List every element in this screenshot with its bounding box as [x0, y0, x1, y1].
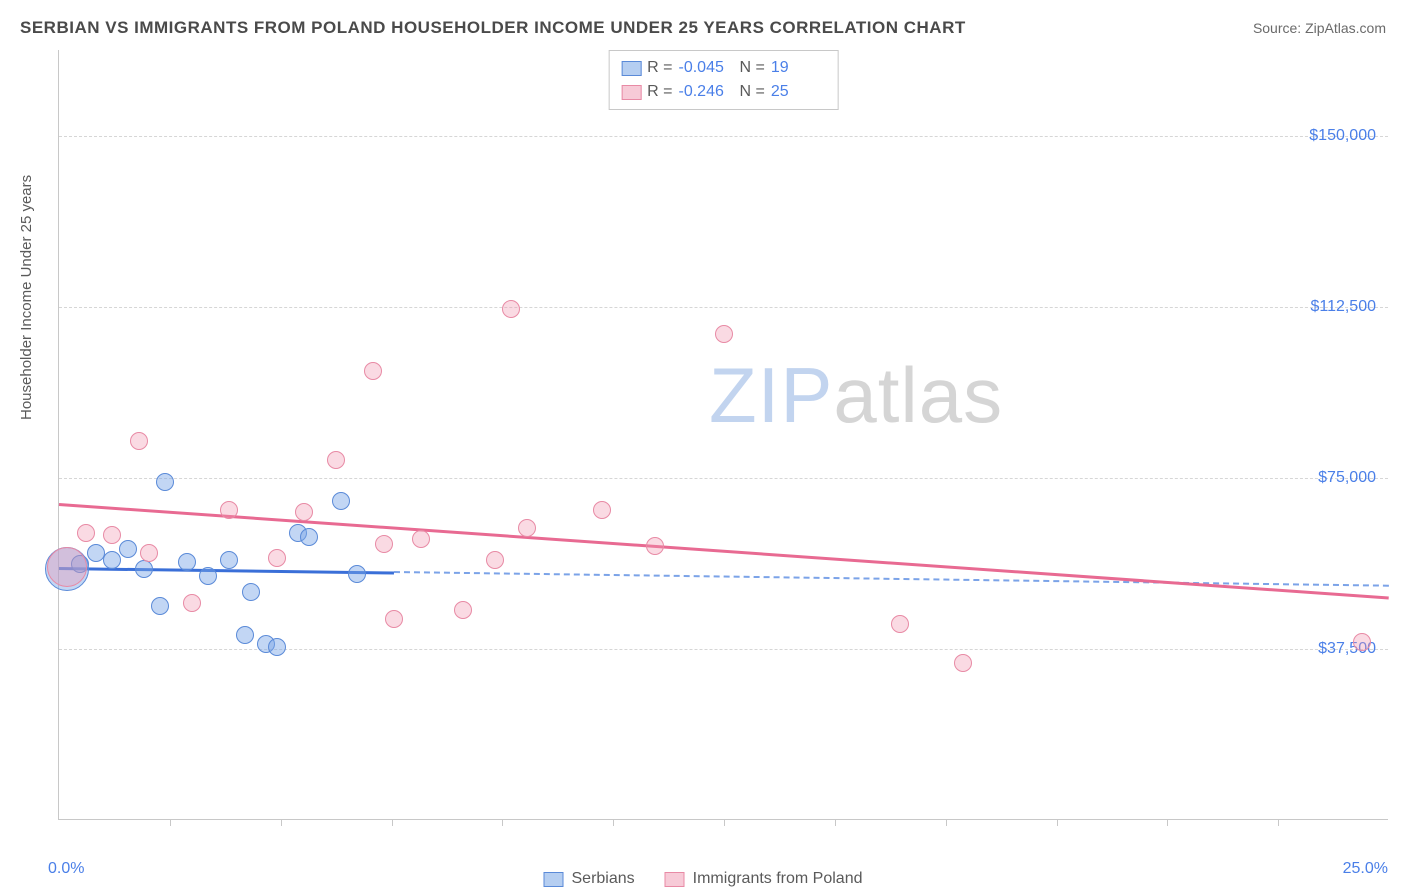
swatch-blue-icon: [621, 61, 641, 76]
data-point: [199, 567, 217, 585]
data-point: [103, 551, 121, 569]
scatter-plot-area: ZIPatlas R = -0.045 N = 19 R = -0.246 N …: [58, 50, 1388, 820]
x-tick: [1167, 819, 1168, 826]
chart-title: SERBIAN VS IMMIGRANTS FROM POLAND HOUSEH…: [20, 18, 966, 38]
data-point: [47, 547, 87, 587]
data-point: [140, 544, 158, 562]
y-tick-label: $150,000: [1309, 127, 1376, 145]
gridline: [59, 307, 1388, 308]
x-max-label: 25.0%: [1343, 860, 1388, 878]
data-point: [300, 528, 318, 546]
data-point: [486, 551, 504, 569]
x-tick: [724, 819, 725, 826]
data-point: [178, 553, 196, 571]
x-tick: [392, 819, 393, 826]
data-point: [151, 597, 169, 615]
y-axis-label: Householder Income Under 25 years: [18, 175, 35, 420]
x-tick: [502, 819, 503, 826]
swatch-pink-icon: [665, 872, 685, 887]
x-min-label: 0.0%: [48, 860, 84, 878]
swatch-blue-icon: [544, 872, 564, 887]
trendline: [59, 503, 1389, 599]
data-point: [156, 473, 174, 491]
x-tick: [1278, 819, 1279, 826]
data-point: [119, 540, 137, 558]
x-tick: [946, 819, 947, 826]
x-tick: [613, 819, 614, 826]
data-point: [183, 594, 201, 612]
data-point: [332, 492, 350, 510]
data-point: [593, 501, 611, 519]
source-label: Source: ZipAtlas.com: [1253, 20, 1386, 36]
data-point: [327, 451, 345, 469]
data-point: [364, 362, 382, 380]
data-point: [236, 626, 254, 644]
data-point: [77, 524, 95, 542]
data-point: [295, 503, 313, 521]
x-tick: [170, 819, 171, 826]
watermark: ZIPatlas: [709, 350, 1003, 441]
data-point: [242, 583, 260, 601]
data-point: [954, 654, 972, 672]
data-point: [103, 526, 121, 544]
gridline: [59, 136, 1388, 137]
x-tick: [1057, 819, 1058, 826]
data-point: [1353, 633, 1371, 651]
legend-entry-poland: Immigrants from Poland: [665, 870, 863, 888]
series-legend: Serbians Immigrants from Poland: [544, 870, 863, 888]
data-point: [375, 535, 393, 553]
data-point: [268, 638, 286, 656]
data-point: [715, 325, 733, 343]
legend-entry-serbians: Serbians: [544, 870, 635, 888]
data-point: [502, 300, 520, 318]
data-point: [412, 530, 430, 548]
data-point: [135, 560, 153, 578]
data-point: [891, 615, 909, 633]
gridline: [59, 478, 1388, 479]
data-point: [348, 565, 366, 583]
y-tick-label: $75,000: [1318, 469, 1376, 487]
data-point: [220, 551, 238, 569]
correlation-legend: R = -0.045 N = 19 R = -0.246 N = 25: [608, 50, 839, 110]
data-point: [130, 432, 148, 450]
legend-row-serbians: R = -0.045 N = 19: [621, 56, 826, 80]
legend-row-poland: R = -0.246 N = 25: [621, 80, 826, 104]
data-point: [646, 537, 664, 555]
data-point: [385, 610, 403, 628]
swatch-pink-icon: [621, 85, 641, 100]
x-tick: [281, 819, 282, 826]
data-point: [518, 519, 536, 537]
data-point: [220, 501, 238, 519]
y-tick-label: $112,500: [1310, 298, 1376, 316]
trendline: [394, 571, 1389, 587]
data-point: [454, 601, 472, 619]
x-tick: [835, 819, 836, 826]
data-point: [268, 549, 286, 567]
